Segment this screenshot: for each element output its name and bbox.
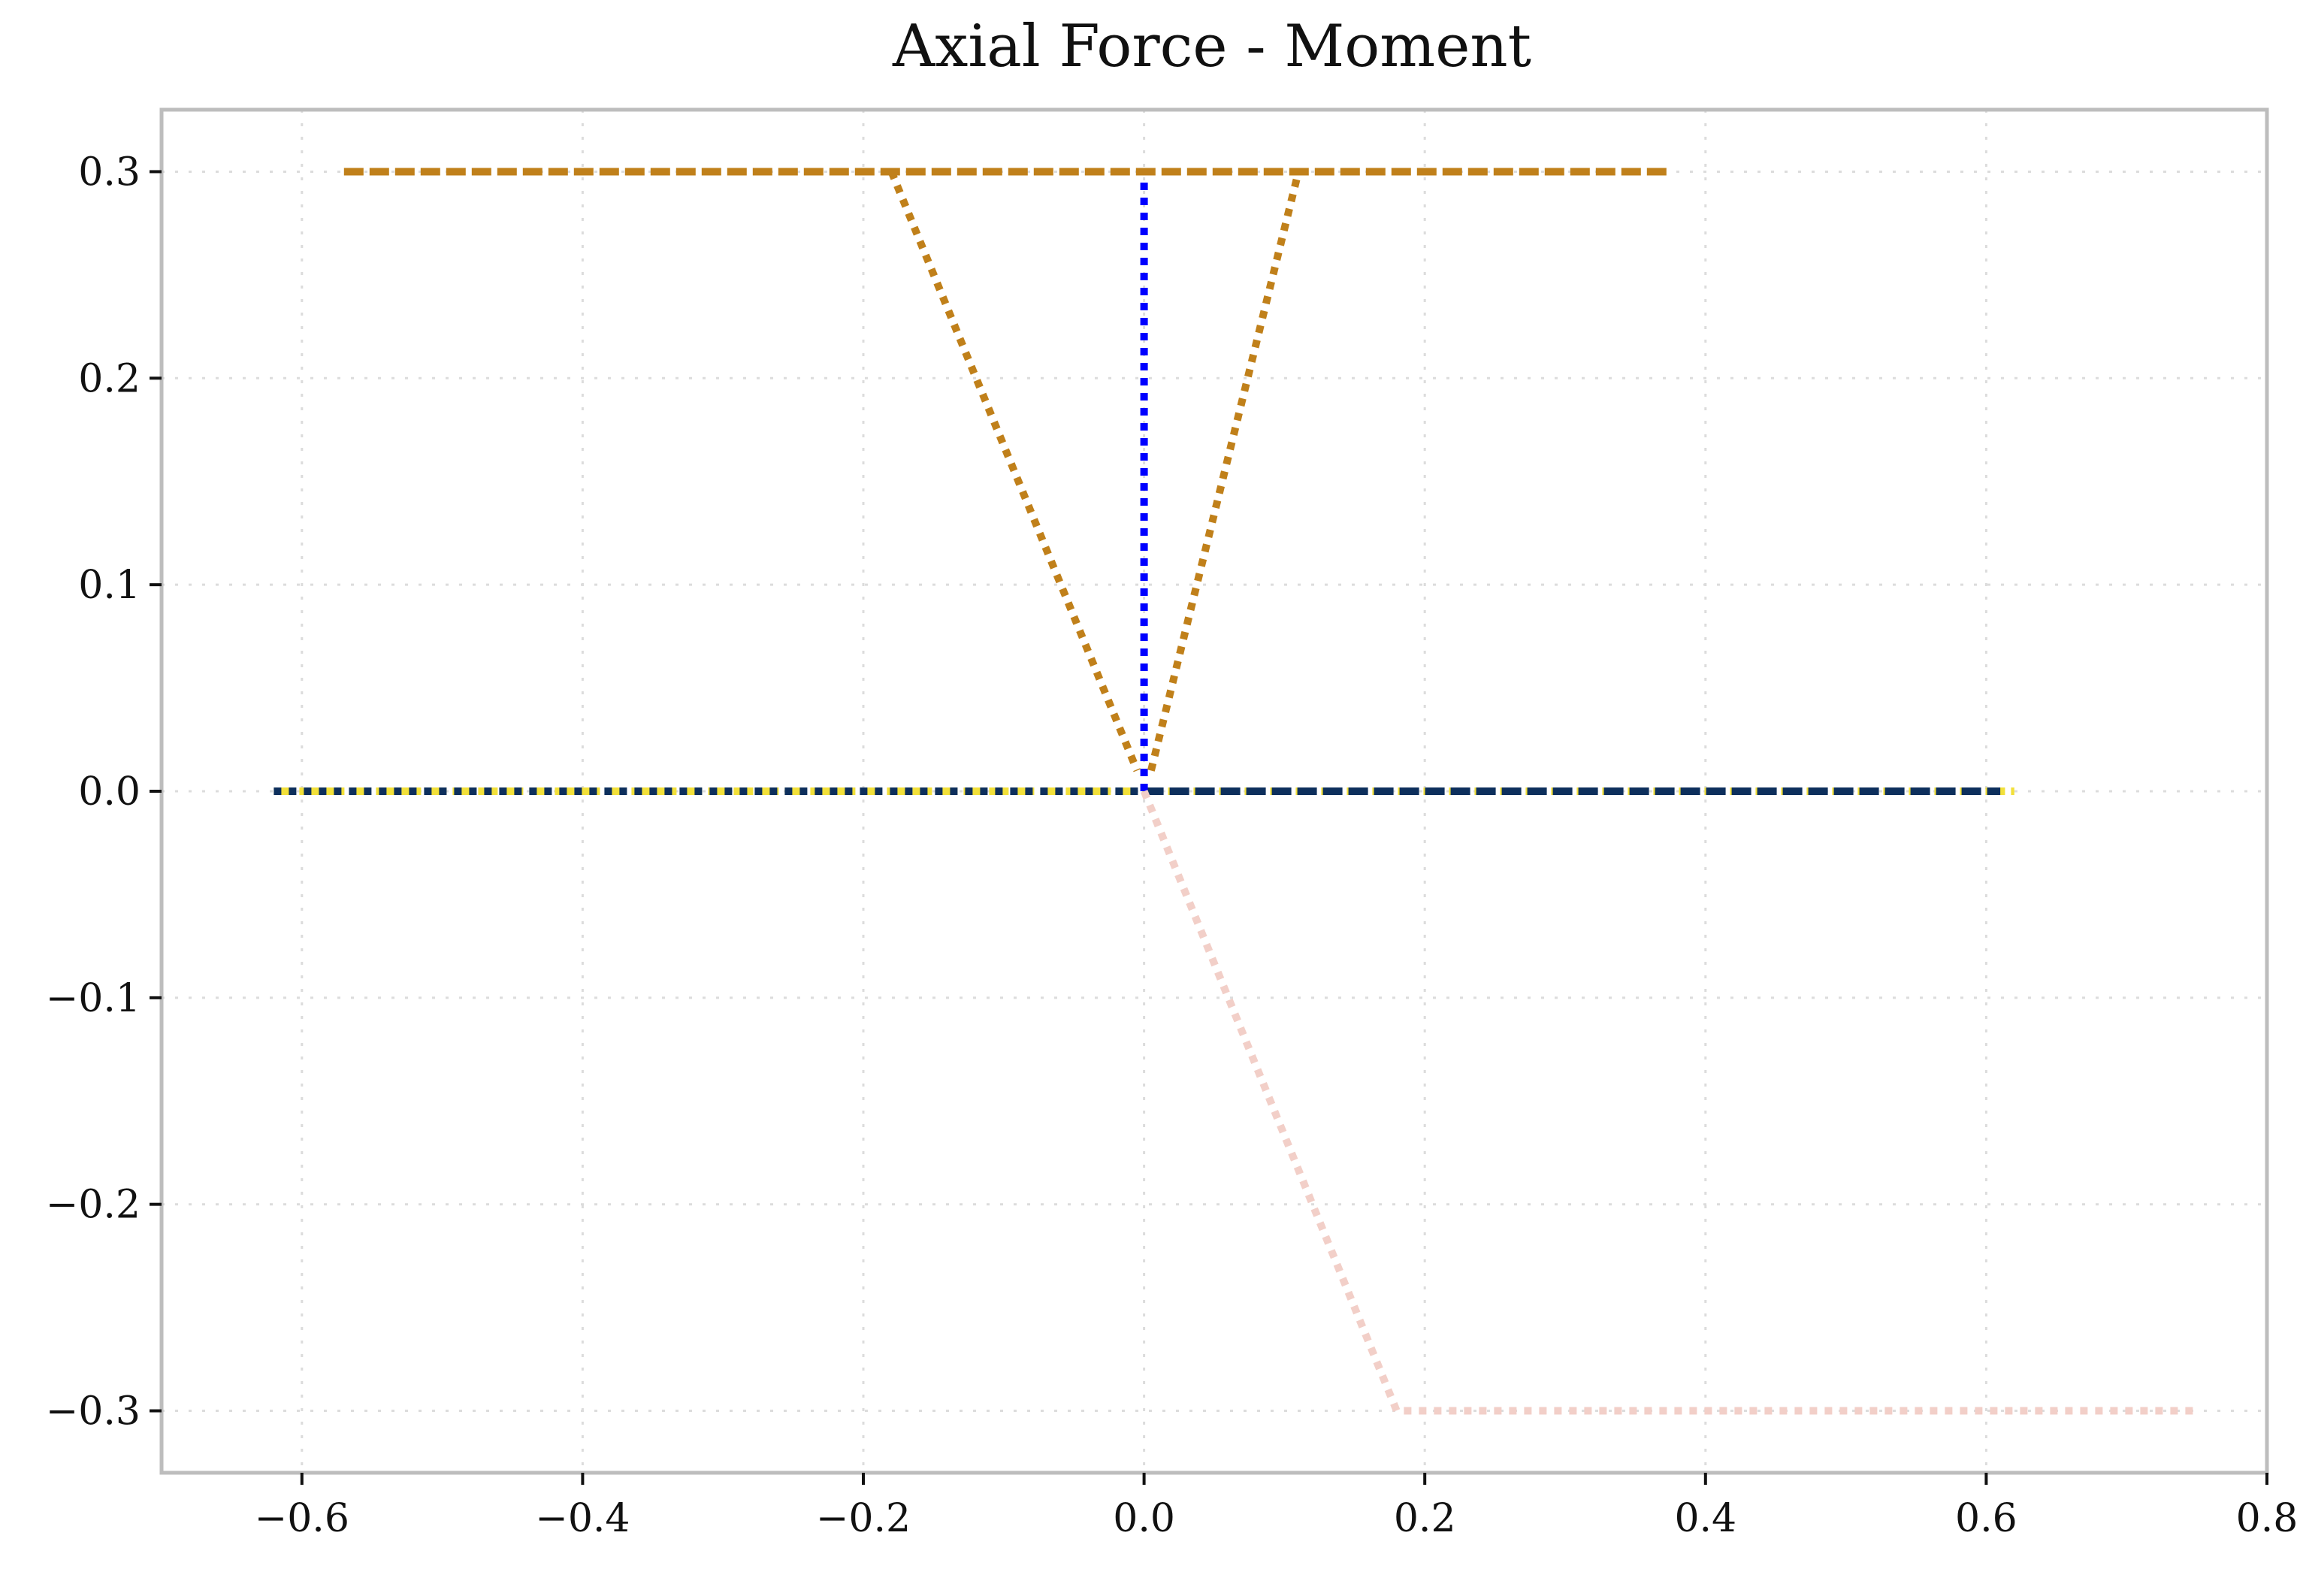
x-axis: −0.6 −0.4 −0.2 0.0 0.2 0.4 0.6 0.8 (255, 1473, 2297, 1541)
x-tick-label: 0.0 (1113, 1496, 1175, 1541)
y-tick-label: −0.2 (46, 1183, 141, 1228)
x-tick-label: 0.2 (1394, 1496, 1456, 1541)
series-line-8 (1140, 790, 2197, 1415)
series-line-6 (887, 170, 1141, 772)
y-tick-label: −0.1 (46, 976, 141, 1021)
x-tick-label: −0.2 (816, 1496, 911, 1541)
y-tick-label: 0.1 (78, 563, 141, 608)
y-tick-label: −0.3 (46, 1389, 141, 1434)
series-line-7 (1147, 171, 1302, 772)
x-tick-label: 0.6 (1955, 1496, 2017, 1541)
x-tick-label: −0.4 (535, 1496, 630, 1541)
x-tick-label: −0.6 (255, 1496, 349, 1541)
series-layer (274, 168, 2197, 1415)
y-tick-label: 0.2 (78, 356, 141, 401)
x-tick-label: 0.8 (2236, 1496, 2297, 1541)
x-tick-label: 0.4 (1674, 1496, 1736, 1541)
y-axis: −0.3 −0.2 −0.1 0.0 0.1 0.2 0.3 (46, 150, 162, 1434)
chart-title: Axial Force - Moment (892, 13, 1531, 80)
y-tick-label: 0.0 (78, 769, 141, 815)
y-tick-label: 0.3 (78, 150, 141, 195)
